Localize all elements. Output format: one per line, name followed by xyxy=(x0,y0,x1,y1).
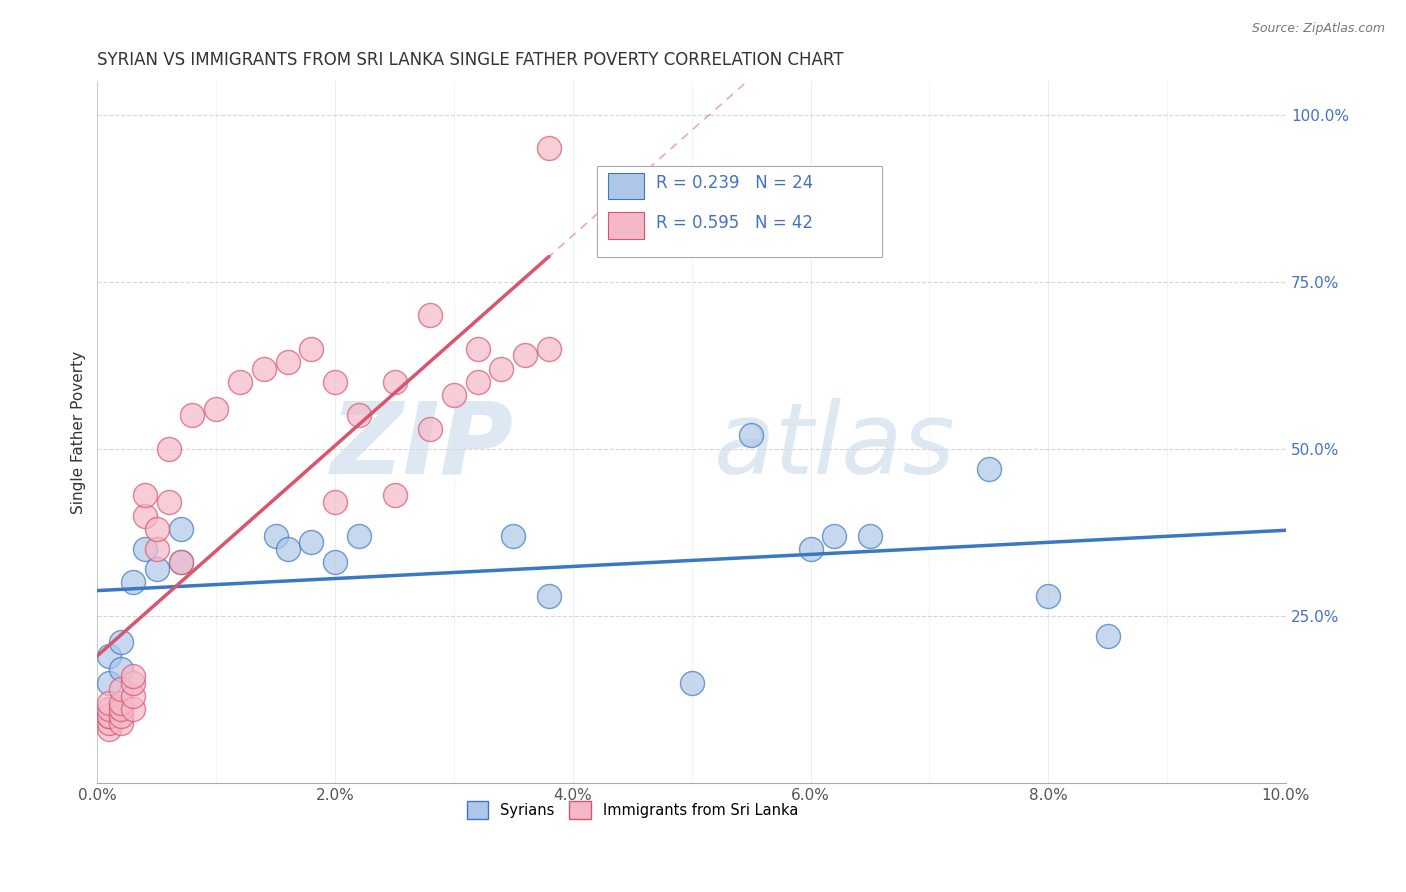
Point xyxy=(537,141,560,155)
Point xyxy=(110,715,132,730)
Point xyxy=(502,528,524,542)
Point xyxy=(98,648,121,663)
Point xyxy=(1097,629,1119,643)
Point xyxy=(110,682,132,697)
FancyBboxPatch shape xyxy=(609,212,644,239)
Point xyxy=(537,342,560,356)
Point xyxy=(419,308,441,322)
Point xyxy=(823,528,845,542)
Text: atlas: atlas xyxy=(713,398,955,494)
Point xyxy=(277,541,299,556)
Point xyxy=(347,528,370,542)
Point xyxy=(467,375,489,389)
Point xyxy=(146,522,169,536)
Point xyxy=(134,488,156,502)
Point xyxy=(110,709,132,723)
Point xyxy=(515,348,537,362)
Point xyxy=(299,342,322,356)
Point xyxy=(537,589,560,603)
Point xyxy=(110,662,132,676)
Point xyxy=(122,702,145,716)
Point xyxy=(323,495,346,509)
Point xyxy=(384,488,406,502)
Point xyxy=(98,702,121,716)
Point xyxy=(977,462,1000,476)
Point xyxy=(205,401,228,416)
Point xyxy=(859,528,882,542)
Point xyxy=(1038,589,1060,603)
Point xyxy=(740,428,762,442)
Point xyxy=(169,522,191,536)
Legend: Syrians, Immigrants from Sri Lanka: Syrians, Immigrants from Sri Lanka xyxy=(461,795,804,824)
Text: ZIP: ZIP xyxy=(330,398,513,494)
Point xyxy=(157,442,180,456)
Point xyxy=(98,709,121,723)
Point xyxy=(419,422,441,436)
Point xyxy=(122,675,145,690)
Point xyxy=(299,535,322,549)
Point xyxy=(157,495,180,509)
Y-axis label: Single Father Poverty: Single Father Poverty xyxy=(72,351,86,514)
Point xyxy=(347,409,370,423)
Point xyxy=(98,675,121,690)
Point xyxy=(122,575,145,590)
Point xyxy=(799,541,821,556)
Point xyxy=(134,508,156,523)
Point xyxy=(181,409,204,423)
Point xyxy=(264,528,287,542)
Point xyxy=(169,555,191,569)
Text: SYRIAN VS IMMIGRANTS FROM SRI LANKA SINGLE FATHER POVERTY CORRELATION CHART: SYRIAN VS IMMIGRANTS FROM SRI LANKA SING… xyxy=(97,51,844,69)
Point xyxy=(122,689,145,703)
Point xyxy=(146,541,169,556)
Point xyxy=(110,702,132,716)
Point xyxy=(98,696,121,710)
Text: R = 0.239   N = 24: R = 0.239 N = 24 xyxy=(657,174,813,192)
Point xyxy=(98,723,121,737)
Point xyxy=(110,696,132,710)
Point xyxy=(443,388,465,402)
Point xyxy=(491,361,513,376)
Point xyxy=(98,709,121,723)
Point xyxy=(98,715,121,730)
Point xyxy=(323,375,346,389)
Point xyxy=(134,541,156,556)
Text: Source: ZipAtlas.com: Source: ZipAtlas.com xyxy=(1251,22,1385,36)
Point xyxy=(169,555,191,569)
Point xyxy=(467,342,489,356)
Point xyxy=(122,669,145,683)
Point xyxy=(384,375,406,389)
Point xyxy=(681,675,703,690)
Point xyxy=(253,361,276,376)
FancyBboxPatch shape xyxy=(596,166,882,257)
FancyBboxPatch shape xyxy=(609,172,644,199)
Point xyxy=(229,375,252,389)
Point xyxy=(277,355,299,369)
Point xyxy=(110,635,132,649)
Text: R = 0.595   N = 42: R = 0.595 N = 42 xyxy=(657,214,813,232)
Point xyxy=(323,555,346,569)
Point xyxy=(146,562,169,576)
